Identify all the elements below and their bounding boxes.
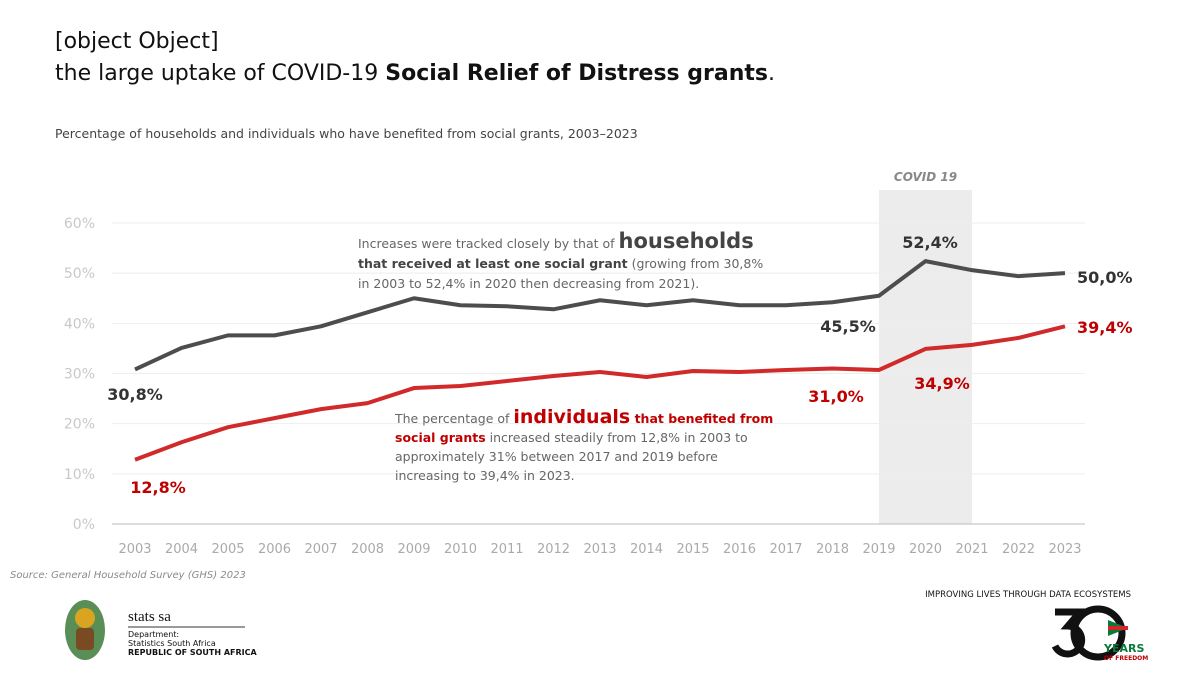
annotation-segment: approximately 31% between 2017 and 2019 …	[395, 449, 718, 464]
y-tick-label: 20%	[64, 417, 95, 433]
annotation-segment: increasing to 39,4% in 2023.	[395, 468, 575, 483]
x-tick-label: 2007	[304, 542, 337, 557]
source: Source: General Household Survey (GHS) 2…	[10, 570, 246, 581]
annotation-line: approximately 31% between 2017 and 2019 …	[395, 449, 718, 464]
x-tick-label: 2013	[583, 542, 616, 557]
title-segment: [object Object]	[55, 29, 219, 54]
title-segment: .	[768, 61, 775, 86]
x-tick-label: 2018	[816, 542, 849, 557]
30-years-logo	[1051, 605, 1128, 661]
title-segment: Social Relief of Distress grants	[385, 61, 768, 86]
title-segment: the large uptake of COVID-19	[55, 61, 385, 86]
y-tick-label: 40%	[64, 316, 95, 332]
annotation-line: Increases were tracked closely by that o…	[358, 229, 754, 253]
x-tick-label: 2003	[118, 542, 151, 557]
value-label: 34,9%	[914, 374, 970, 393]
annotation-line: that received at least one social grant …	[358, 256, 763, 271]
annotation-segment: that benefited from	[630, 411, 773, 426]
y-tick-label: 0%	[73, 517, 95, 533]
value-label: 39,4%	[1077, 318, 1133, 337]
years: YEARS	[1103, 642, 1144, 655]
x-tick-label: 2008	[351, 542, 384, 557]
x-tick-label: 2012	[537, 542, 570, 557]
coat-of-arms	[65, 600, 105, 660]
x-tick-label: 2023	[1048, 542, 1081, 557]
annotation-segment: in 2003 to 52,4% in 2020 then decreasing…	[358, 276, 699, 291]
x-tick-label: 2009	[397, 542, 430, 557]
covid-label: COVID 19	[894, 170, 957, 184]
annotation-line: in 2003 to 52,4% in 2020 then decreasing…	[358, 276, 699, 291]
x-tick-label: 2017	[769, 542, 802, 557]
x-tick-label: 2010	[444, 542, 477, 557]
org: Statistics South Africa	[128, 639, 216, 648]
annotation-segment: individuals	[513, 406, 630, 428]
x-tick-label: 2022	[1002, 542, 1035, 557]
annotation-segment: Increases were tracked closely by that o…	[358, 236, 619, 251]
series-line	[134, 259, 1066, 372]
slogan: IMPROVING LIVES THROUGH DATA ECOSYSTEMS	[925, 590, 1131, 600]
annotation-segment: households	[619, 229, 754, 253]
x-tick-label: 2006	[258, 542, 291, 557]
value-label: 50,0%	[1077, 268, 1133, 287]
title-line: [object Object]	[55, 29, 219, 54]
value-label: 30,8%	[107, 385, 163, 404]
value-label: 31,0%	[808, 387, 864, 406]
y-tick-label: 30%	[64, 367, 95, 383]
value-label: 45,5%	[820, 317, 876, 336]
title-line: the large uptake of COVID-19 Social Reli…	[55, 61, 775, 86]
x-tick-label: 2011	[490, 542, 523, 557]
brand: stats sa	[128, 609, 171, 625]
annotation-line: increasing to 39,4% in 2023.	[395, 468, 575, 483]
x-tick-label: 2005	[211, 542, 244, 557]
y-tick-label: 10%	[64, 467, 95, 483]
y-tick-label: 50%	[64, 266, 95, 282]
annotation-segment: increased steadily from 12,8% in 2003 to	[486, 430, 748, 445]
annotation-line: The percentage of individuals that benef…	[394, 406, 773, 428]
covid-band	[879, 190, 972, 524]
y-tick-label: 60%	[64, 216, 95, 232]
x-tick-label: 2019	[862, 542, 895, 557]
value-label: 12,8%	[130, 478, 186, 497]
x-tick-label: 2015	[676, 542, 709, 557]
x-tick-label: 2021	[955, 542, 988, 557]
country: REPUBLIC OF SOUTH AFRICA	[128, 648, 258, 657]
annotation-segment: The percentage of	[394, 411, 513, 426]
annotation-segment: social grants	[395, 430, 486, 445]
x-tick-label: 2004	[165, 542, 198, 557]
x-tick-label: 2014	[630, 542, 663, 557]
x-tick-label: 2020	[909, 542, 942, 557]
subtitle: Percentage of households and individuals…	[55, 126, 638, 141]
freedom: OF FREEDOM	[1104, 655, 1148, 662]
department: Department:	[128, 630, 179, 639]
series-line	[134, 324, 1066, 462]
annotation-line: social grants increased steadily from 12…	[395, 430, 748, 445]
title: [object Object] the large uptake of COVID…	[55, 29, 775, 86]
annotation-segment: that received at least one social grant	[358, 256, 628, 271]
annotation-segment: (growing from 30,8%	[628, 256, 764, 271]
value-label: 52,4%	[902, 233, 958, 252]
x-tick-label: 2016	[723, 542, 756, 557]
